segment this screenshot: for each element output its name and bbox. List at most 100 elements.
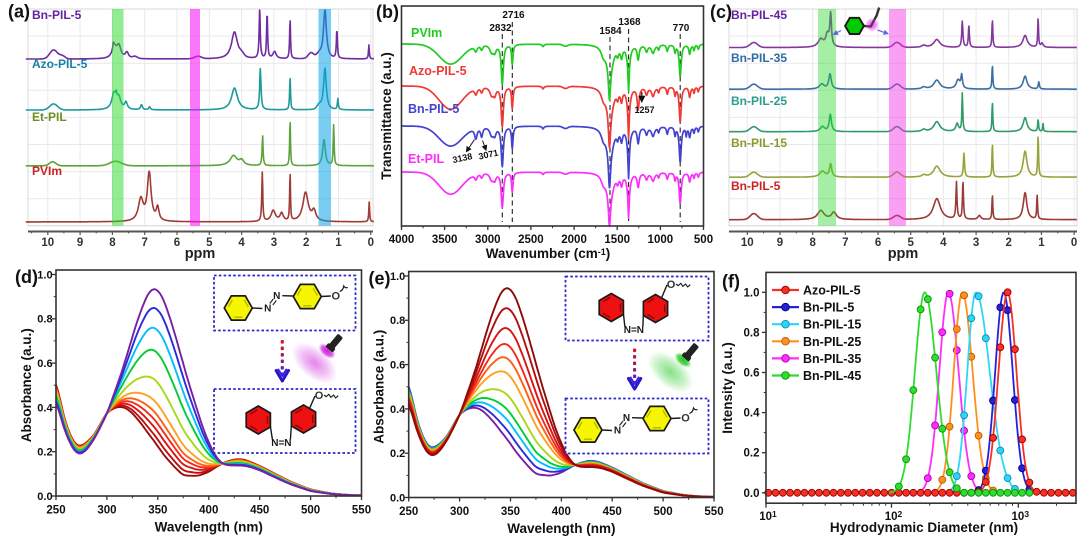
svg-text:0.2: 0.2 xyxy=(390,448,405,460)
svg-text:0.2: 0.2 xyxy=(744,448,760,460)
svg-text:O: O xyxy=(332,291,341,303)
svg-text:8: 8 xyxy=(809,237,816,249)
svg-text:O: O xyxy=(315,390,324,402)
svg-text:N: N xyxy=(623,413,630,424)
svg-text:PVIm: PVIm xyxy=(411,26,442,40)
svg-text:Bn-PIL-45: Bn-PIL-45 xyxy=(803,369,861,383)
svg-text:Wavelength (nm): Wavelength (nm) xyxy=(507,521,615,536)
svg-text:(c): (c) xyxy=(710,2,732,22)
svg-text:500: 500 xyxy=(694,234,713,246)
svg-text:Bn-PIL-25: Bn-PIL-25 xyxy=(731,94,787,108)
svg-text:0.4: 0.4 xyxy=(390,404,406,416)
svg-text:0.0: 0.0 xyxy=(37,491,52,503)
svg-text:Intensity (a.u.): Intensity (a.u.) xyxy=(720,342,735,434)
svg-text:N=N: N=N xyxy=(624,325,644,336)
svg-text:3000: 3000 xyxy=(475,234,501,246)
svg-text:0: 0 xyxy=(1071,237,1077,249)
svg-text:3500: 3500 xyxy=(432,234,458,246)
svg-text:550: 550 xyxy=(352,505,371,517)
svg-text:250: 250 xyxy=(46,505,65,517)
svg-text:O: O xyxy=(681,413,690,425)
svg-text:300: 300 xyxy=(450,506,469,518)
svg-text:9: 9 xyxy=(77,237,83,249)
svg-text:350: 350 xyxy=(501,506,520,518)
svg-text:Bn-PIL-5: Bn-PIL-5 xyxy=(32,8,82,22)
svg-text:Transmittance (a.u.): Transmittance (a.u.) xyxy=(379,52,394,180)
svg-text:3: 3 xyxy=(271,237,277,249)
svg-text:0.8: 0.8 xyxy=(390,315,405,327)
svg-text:1: 1 xyxy=(335,237,342,249)
svg-text:0.4: 0.4 xyxy=(37,402,53,414)
svg-text:450: 450 xyxy=(603,506,622,518)
svg-text:0.2: 0.2 xyxy=(37,447,52,459)
svg-text:Absorbance (a.u.): Absorbance (a.u.) xyxy=(19,328,34,442)
svg-text:0.8: 0.8 xyxy=(37,314,52,326)
svg-text:PVIm: PVIm xyxy=(32,164,62,178)
svg-text:7: 7 xyxy=(842,237,848,249)
svg-text:2716: 2716 xyxy=(502,10,525,21)
svg-text:(a): (a) xyxy=(8,2,30,22)
svg-text:250: 250 xyxy=(399,506,418,518)
svg-text:1368: 1368 xyxy=(618,17,641,28)
svg-text:Absorbance (a.u.): Absorbance (a.u.) xyxy=(372,330,387,444)
svg-text:ppm: ppm xyxy=(888,246,919,262)
svg-text:0.6: 0.6 xyxy=(744,368,760,380)
svg-text:5: 5 xyxy=(206,237,213,249)
svg-text:500: 500 xyxy=(654,506,673,518)
svg-text:0.0: 0.0 xyxy=(744,488,760,500)
svg-text:4000: 4000 xyxy=(389,234,415,246)
svg-text:(d): (d) xyxy=(15,267,38,287)
svg-text:Bn-PIL-45: Bn-PIL-45 xyxy=(731,8,787,22)
svg-text:550: 550 xyxy=(704,506,723,518)
svg-text:N: N xyxy=(273,291,280,302)
svg-text:Bn-PIL-35: Bn-PIL-35 xyxy=(731,51,787,65)
svg-text:7: 7 xyxy=(141,237,147,249)
svg-text:2000: 2000 xyxy=(561,234,587,246)
svg-text:350: 350 xyxy=(148,505,167,517)
svg-text:0: 0 xyxy=(368,237,374,249)
svg-text:450: 450 xyxy=(250,505,269,517)
svg-text:Wavenumber (cm-1): Wavenumber (cm-1) xyxy=(486,246,611,261)
svg-text:9: 9 xyxy=(777,237,783,249)
svg-text:1.0: 1.0 xyxy=(744,287,760,299)
svg-text:1257: 1257 xyxy=(634,105,654,115)
svg-text:1584: 1584 xyxy=(599,26,622,37)
svg-text:0.6: 0.6 xyxy=(390,360,405,372)
svg-text:0.4: 0.4 xyxy=(744,408,761,420)
svg-text:(b): (b) xyxy=(376,2,399,22)
svg-text:0.6: 0.6 xyxy=(37,358,52,370)
svg-text:(e): (e) xyxy=(369,269,391,289)
svg-text:N=N: N=N xyxy=(271,438,291,449)
svg-text:Azo-PIL-5: Azo-PIL-5 xyxy=(409,64,467,78)
svg-text:400: 400 xyxy=(552,506,571,518)
svg-text:3138: 3138 xyxy=(452,151,474,165)
svg-text:3: 3 xyxy=(973,237,979,249)
svg-text:10: 10 xyxy=(41,237,54,249)
svg-text:6: 6 xyxy=(875,237,881,249)
svg-text:0.8: 0.8 xyxy=(744,327,761,339)
svg-text:(f): (f) xyxy=(722,272,740,292)
svg-text:6: 6 xyxy=(174,237,180,249)
svg-text:O: O xyxy=(667,279,676,291)
svg-text:Bn-PIL-15: Bn-PIL-15 xyxy=(731,136,787,150)
svg-text:300: 300 xyxy=(97,505,116,517)
svg-text:2: 2 xyxy=(303,237,309,249)
svg-text:Bn-PIL-5: Bn-PIL-5 xyxy=(731,179,781,193)
svg-text:4: 4 xyxy=(238,237,245,249)
svg-text:1000: 1000 xyxy=(648,234,674,246)
svg-text:2832: 2832 xyxy=(489,23,512,34)
svg-text:10: 10 xyxy=(741,237,754,249)
svg-text:1: 1 xyxy=(1038,237,1045,249)
svg-text:1500: 1500 xyxy=(604,234,630,246)
svg-text:1.0: 1.0 xyxy=(390,271,405,283)
svg-text:2: 2 xyxy=(1006,237,1012,249)
svg-text:Bn-PIL-35: Bn-PIL-35 xyxy=(803,352,861,366)
svg-text:Bn-PIL-15: Bn-PIL-15 xyxy=(803,318,861,332)
svg-text:770: 770 xyxy=(673,23,690,34)
svg-text:Bn-PIL-25: Bn-PIL-25 xyxy=(803,335,861,349)
svg-text:8: 8 xyxy=(109,237,116,249)
svg-text:4: 4 xyxy=(940,237,947,249)
svg-text:N: N xyxy=(614,426,621,437)
svg-text:N: N xyxy=(264,304,271,315)
svg-text:400: 400 xyxy=(199,505,218,517)
